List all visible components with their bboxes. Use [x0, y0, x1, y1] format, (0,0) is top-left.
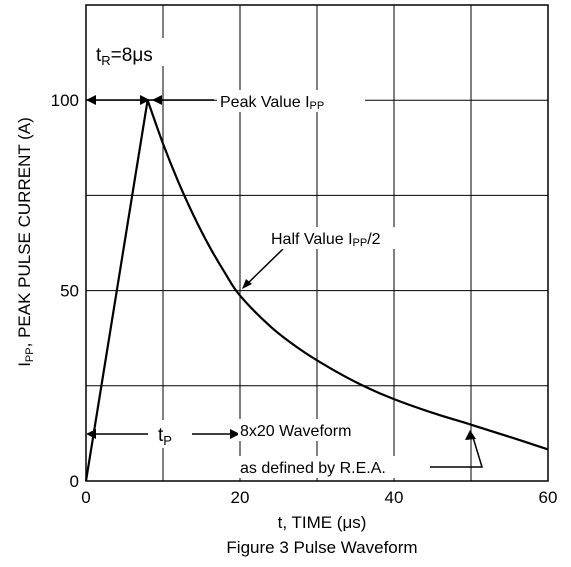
figure-caption: Figure 3 Pulse Waveform — [226, 538, 417, 557]
tick-labels: 0 20 40 60 0 50 100 — [51, 91, 558, 507]
waveform-label: 8x20 Waveform — [240, 423, 351, 440]
y-tick-label: 50 — [60, 282, 79, 301]
rea-arrowhead — [465, 430, 476, 440]
defined-label: as defined by R.E.A. — [240, 460, 386, 477]
half-arrowhead — [242, 279, 252, 289]
y-tick-label: 100 — [51, 91, 79, 110]
rea-leader-line — [430, 433, 484, 468]
x-tick-label: 0 — [81, 488, 90, 507]
annotation-texts: tR=8μs Peak Value IPP Half Value IPP/2 t… — [94, 38, 430, 478]
y-axis-label: IPP, PEAK PULSE CURRENT (A) — [15, 117, 36, 367]
x-axis-label: t, TIME (μs) — [278, 513, 367, 532]
peak-label-bg — [217, 90, 365, 112]
half-label: Half Value IPP/2 — [271, 231, 381, 249]
pulse-label-bg — [154, 420, 188, 448]
x-tick-label: 40 — [385, 488, 404, 507]
waveform-curve — [84, 99, 549, 482]
y-tick-label: 0 — [70, 472, 79, 491]
waveform-label-bg — [238, 419, 388, 441]
half-arrow-line — [243, 248, 284, 288]
rise-label: tR=8μs — [96, 45, 153, 68]
annotation-arrows — [86, 99, 484, 468]
peak-arrowhead — [152, 95, 162, 105]
rise-label-bg — [94, 38, 170, 66]
pulse-label: tP — [158, 425, 172, 448]
pulse-arrowhead-left — [86, 429, 96, 439]
pulse-arrowhead-right — [230, 429, 240, 439]
annotation-arrowheads — [86, 95, 476, 440]
x-tick-label: 60 — [539, 488, 558, 507]
peak-label: Peak Value IPP — [220, 94, 324, 112]
x-tick-label: 20 — [231, 488, 250, 507]
rise-arrowhead-right — [140, 95, 150, 105]
half-label-bg — [268, 227, 418, 249]
defined-label-bg — [238, 456, 430, 478]
rise-arrowhead-left — [86, 95, 96, 105]
plot-frame — [85, 4, 549, 482]
